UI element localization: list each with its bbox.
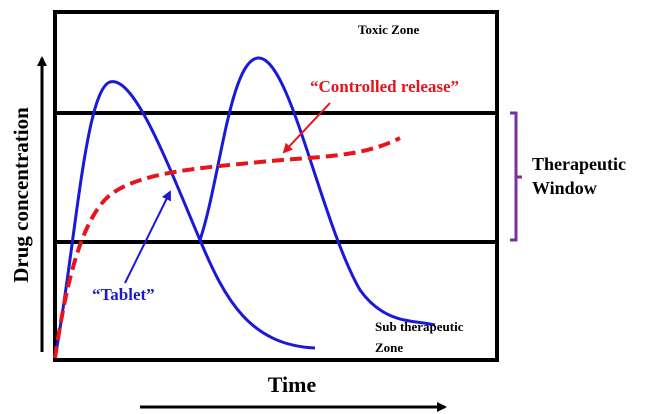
window-bracket	[510, 111, 522, 242]
sub-label: Sub therapeutic	[375, 319, 464, 334]
controlled-arrow	[282, 102, 331, 154]
sub-label: Zone	[375, 340, 403, 355]
frame	[53, 10, 499, 362]
window-label: Window	[532, 178, 597, 198]
tablet-curve-2	[198, 56, 436, 327]
toxic-label: Toxic Zone	[358, 22, 420, 37]
y-axis-label: Drug concentration	[9, 107, 33, 283]
tablet-arrow	[124, 190, 171, 284]
x-axis-label: Time	[268, 372, 317, 397]
controlled-curve	[53, 136, 401, 359]
tablet-curve-1	[53, 80, 316, 359]
controlled-label: “Controlled release”	[310, 77, 459, 96]
window-label: Therapeutic	[532, 154, 626, 174]
tablet-label: “Tablet”	[92, 285, 155, 304]
